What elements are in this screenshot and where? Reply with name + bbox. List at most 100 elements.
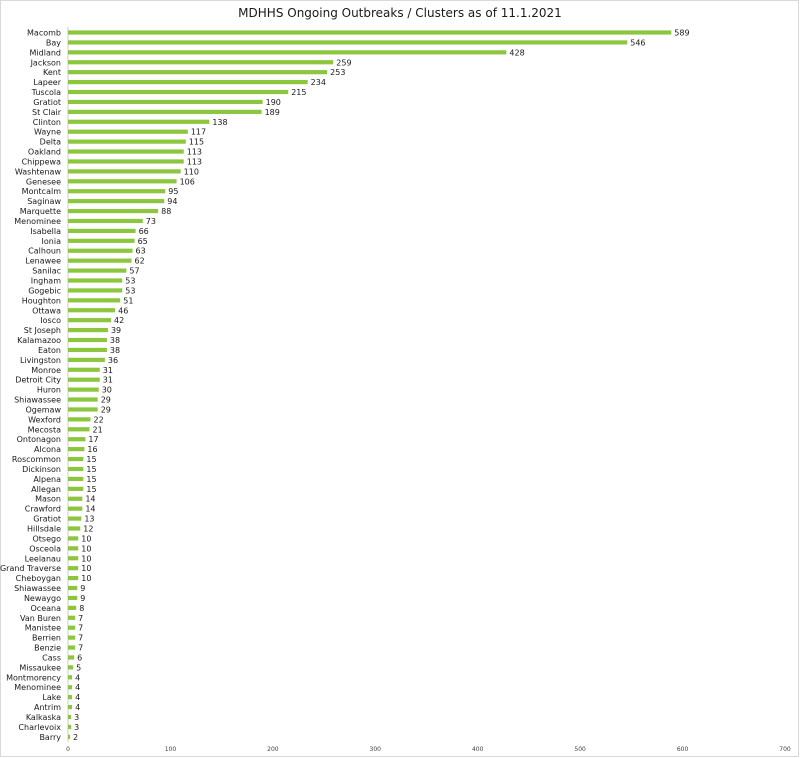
category-label: Menominee: [14, 217, 61, 226]
category-label: Shiawassee: [14, 396, 61, 405]
bar: [68, 496, 83, 501]
bar: [68, 139, 186, 144]
data-label: 15: [86, 475, 96, 484]
data-label: 4: [75, 673, 80, 682]
bar: [68, 109, 262, 114]
data-label: 29: [101, 396, 111, 405]
bar: [68, 526, 81, 531]
category-label: Leelanau: [25, 554, 61, 563]
bar: [68, 387, 99, 392]
category-label: St Joseph: [24, 326, 61, 335]
data-label: 21: [93, 425, 103, 434]
bar: [68, 208, 159, 214]
bar: [68, 516, 82, 521]
data-label: 546: [630, 38, 645, 47]
bar: [68, 734, 71, 739]
data-label: 31: [103, 366, 113, 375]
bar: [68, 119, 210, 124]
data-label: 215: [291, 88, 306, 97]
data-label: 589: [674, 29, 689, 38]
data-label: 234: [311, 78, 326, 87]
bar: [68, 407, 98, 412]
bar: [68, 248, 133, 253]
bar: [68, 556, 79, 561]
bar: [68, 218, 143, 224]
data-label: 117: [191, 128, 206, 137]
category-label: Allegan: [31, 485, 61, 494]
category-label: Jackson: [30, 58, 61, 67]
bar: [68, 30, 672, 35]
category-label: Eaton: [38, 346, 61, 355]
data-label: 7: [78, 614, 83, 623]
data-label: 189: [265, 108, 280, 117]
bar: [68, 99, 263, 105]
bar: [68, 298, 121, 303]
x-tick-label: 600: [677, 746, 689, 753]
data-label: 10: [81, 544, 91, 553]
bar: [68, 585, 78, 591]
bar: [68, 615, 76, 620]
bar: [68, 506, 83, 511]
data-label: 10: [81, 564, 91, 573]
data-label: 15: [86, 455, 96, 464]
x-tick-label: 100: [165, 746, 177, 753]
category-label: Charlevoix: [18, 723, 61, 732]
data-label: 115: [189, 138, 204, 147]
bar: [68, 70, 328, 75]
bar: [68, 566, 79, 571]
category-label: Hillsdale: [27, 525, 61, 534]
bar: [68, 357, 105, 362]
data-label: 30: [102, 386, 112, 395]
data-label: 94: [167, 197, 177, 206]
bar: [68, 724, 72, 729]
category-label: Mason: [35, 495, 61, 504]
data-label: 428: [509, 48, 524, 57]
data-label: 10: [81, 534, 91, 543]
category-label: Bay: [46, 38, 61, 47]
category-label: Barry: [39, 733, 61, 742]
data-label: 17: [88, 435, 98, 444]
bar: [68, 159, 184, 164]
bar: [68, 278, 123, 283]
data-label: 113: [187, 148, 202, 157]
data-label: 9: [80, 584, 85, 593]
data-label: 65: [138, 237, 148, 246]
data-label: 15: [86, 485, 96, 494]
bar: [68, 427, 90, 432]
category-label: Houghton: [22, 296, 61, 305]
category-label: Mecosta: [28, 425, 61, 434]
bar: [68, 486, 84, 491]
category-label: Lapeer: [33, 78, 61, 87]
bar: [68, 228, 136, 233]
category-label: Sanilac: [32, 267, 61, 276]
category-label: Dickinson: [22, 465, 61, 474]
category-label: Iosco: [40, 316, 61, 325]
category-label: Wayne: [34, 128, 61, 137]
bar: [68, 695, 73, 700]
data-label: 113: [187, 157, 202, 166]
category-label: Midland: [30, 48, 61, 57]
bar: [68, 605, 77, 610]
category-label: Antrim: [34, 703, 61, 712]
bar: [68, 288, 123, 293]
bar: [68, 437, 86, 442]
category-label: Detroit City: [15, 376, 61, 385]
category-label: Chippewa: [22, 157, 62, 166]
bar: [68, 466, 84, 472]
bar: [68, 456, 84, 462]
category-label: Alcona: [34, 445, 61, 454]
category-label: Delta: [40, 138, 61, 147]
bar: [68, 308, 116, 313]
bar: [68, 635, 76, 640]
x-tick-label: 0: [66, 746, 70, 753]
data-label: 88: [161, 207, 171, 216]
data-label: 190: [266, 98, 281, 107]
category-label: Wexford: [28, 415, 61, 424]
data-label: 31: [103, 376, 113, 385]
category-label: St Clair: [32, 108, 62, 117]
bar: [68, 60, 334, 65]
bar: [68, 318, 112, 323]
category-label: Oakland: [28, 148, 61, 157]
bar: [68, 50, 507, 55]
